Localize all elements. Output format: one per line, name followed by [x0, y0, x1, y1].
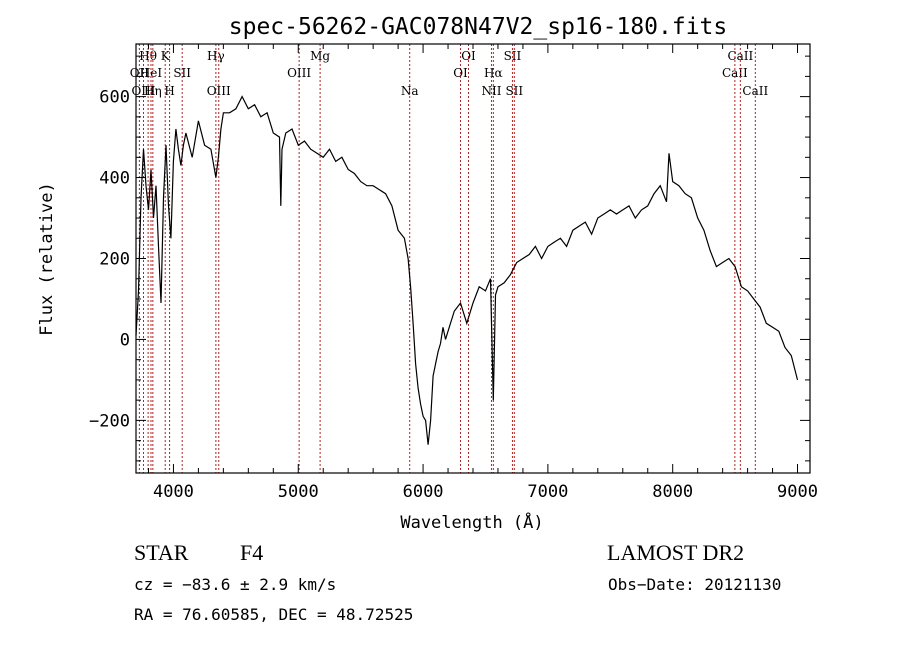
y-tick-label: 200 [99, 250, 130, 270]
y-tick-label: 600 [99, 88, 130, 108]
plot-frame [135, 43, 811, 474]
line-marker-label: K [161, 49, 171, 63]
line-marker-label: OI [461, 49, 476, 63]
line-marker-label: SII [505, 84, 523, 98]
survey-name: LAMOST DR2 [607, 540, 745, 565]
object-class: STAR [134, 540, 189, 565]
redshift-velocity: cz = −83.6 ± 2.9 km/s [134, 575, 337, 594]
line-marker-label: HeI [140, 66, 163, 80]
y-tick-label: 400 [99, 169, 130, 189]
observation-date: Obs−Date: 20121130 [608, 575, 782, 594]
x-tick-label: 5000 [278, 482, 319, 502]
line-marker-label: Na [401, 84, 419, 98]
line-marker-label: Mg [310, 49, 330, 63]
x-tick-label: 4000 [153, 482, 194, 502]
sky-coordinates: RA = 76.60585, DEC = 48.72525 [134, 605, 414, 624]
line-marker-label: H [164, 84, 174, 98]
line-marker-label: SII [504, 49, 522, 63]
y-tick-label: −200 [89, 411, 130, 431]
line-marker-label: OIII [207, 84, 231, 98]
x-axis-label: Wavelength (Å) [400, 511, 543, 533]
line-marker-label: Hη [144, 84, 162, 98]
line-markers: Hθ OII OIII HeI Hη K H SII Hγ OIII OIII Mg Na OI OI Hα N… [130, 44, 768, 473]
x-tick-label: 6000 [403, 482, 444, 502]
y-tick-label: 0 [120, 330, 130, 350]
line-marker-label: OIII [131, 84, 155, 98]
line-marker-label: Hα [484, 66, 503, 80]
x-tick-label: 9000 [777, 482, 818, 502]
line-marker-label: OII [130, 66, 150, 80]
line-marker-label: CaII [727, 49, 753, 63]
line-marker-label: CaII [722, 66, 748, 80]
object-subclass: F4 [240, 540, 264, 565]
x-tick-label: 7000 [527, 482, 568, 502]
line-marker-label: Hθ [139, 49, 157, 63]
line-marker-label: CaII [742, 84, 768, 98]
x-tick-label: 8000 [652, 482, 693, 502]
line-marker-label: NII [481, 84, 501, 98]
spectrum-series-line [135, 95, 799, 445]
axis-ticks: 4000 5000 6000 7000 8000 9000 −200 0 200 400 600 [89, 44, 818, 502]
line-marker-label: SII [173, 66, 191, 80]
y-axis-label: Flux (relative) [37, 182, 57, 336]
line-marker-label: Hγ [207, 49, 225, 63]
line-marker-label: OI [453, 66, 468, 80]
line-marker-label: OIII [287, 66, 311, 80]
chart-title: spec-56262-GAC078N47V2_sp16-180.fits [229, 14, 728, 40]
